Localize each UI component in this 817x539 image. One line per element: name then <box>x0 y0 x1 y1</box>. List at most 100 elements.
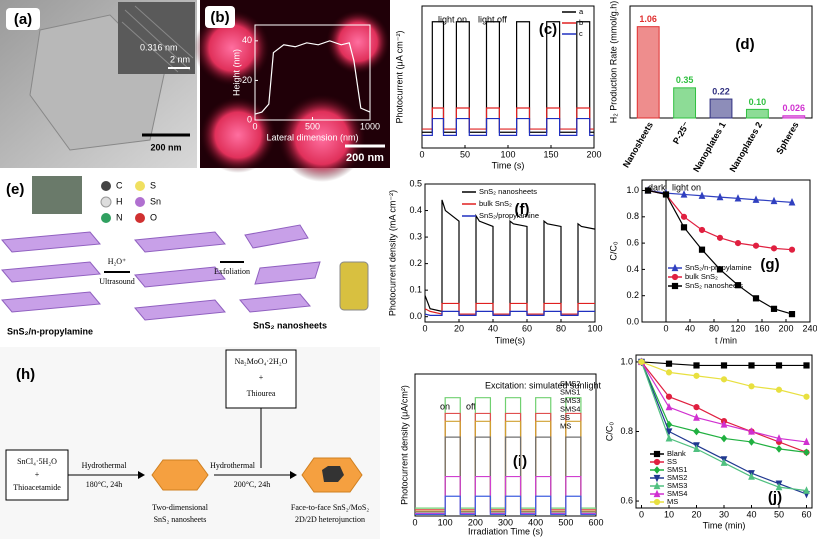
marker <box>680 213 688 220</box>
y-axis-label: Photocurrent (μA cm⁻²) <box>394 31 404 124</box>
x-axis-label: Irradiation Time (s) <box>468 526 543 536</box>
legend-marker <box>653 474 661 483</box>
x-tick-label: 200 <box>778 323 793 333</box>
layer <box>1 291 101 313</box>
marker <box>803 437 810 446</box>
plot-frame <box>421 5 595 149</box>
x-tick-label: 80 <box>709 323 719 333</box>
marker <box>693 404 700 411</box>
x-tick-label: 80 <box>556 323 566 333</box>
marker <box>775 362 783 369</box>
reagent: SnCl₄·5H₂O <box>17 457 57 466</box>
scale-text: 200 nm <box>346 152 384 164</box>
x-tick-label: 60 <box>801 509 811 519</box>
x-tick-label: 300 <box>498 517 513 527</box>
legend-marker <box>671 263 679 272</box>
y-tick-label: 0.2 <box>409 258 422 268</box>
x-tick-label: 100 <box>587 323 602 333</box>
x-tick-label: 500 <box>305 121 320 131</box>
step-label: Hydrothermal <box>210 461 256 470</box>
label-box <box>205 6 235 28</box>
legend-marker <box>653 458 661 466</box>
marker <box>716 234 724 241</box>
x-tick-label: 0 <box>639 509 644 519</box>
line-series <box>415 436 596 513</box>
panel-h: (h) SnCl₄·5H₂O + Thioacetamide Hydrother… <box>0 347 380 539</box>
line-series <box>647 189 793 315</box>
marker <box>748 383 755 390</box>
y-tick-label: 0.4 <box>409 205 422 215</box>
marker <box>748 362 755 369</box>
reagent: + <box>259 373 264 382</box>
legend-label: Blank <box>667 449 686 458</box>
x-tick-label: 40 <box>746 509 756 519</box>
marker <box>748 472 755 480</box>
x-tick-label: 500 <box>558 517 573 527</box>
x-tick-label: 400 <box>528 517 543 527</box>
atom-sn <box>135 197 145 207</box>
annotation: off <box>466 401 476 411</box>
x-tick-label: 240 <box>802 323 817 333</box>
marker <box>734 282 742 289</box>
marker <box>665 369 673 376</box>
reagent: Na₂MoO₄·2H₂O <box>235 357 288 366</box>
x-tick-label: 120 <box>730 323 745 333</box>
marker <box>693 427 700 436</box>
marker <box>720 434 728 443</box>
value-label: 0.026 <box>783 103 806 113</box>
marker <box>716 266 724 273</box>
marker <box>752 195 760 203</box>
nanosheet <box>151 459 209 491</box>
marker <box>693 444 700 452</box>
annotation: light off <box>478 14 507 24</box>
vial <box>339 261 369 311</box>
annotation: light on <box>672 182 701 192</box>
y-tick-label: 0 <box>247 114 252 124</box>
value-label: 0.22 <box>712 86 730 96</box>
line-series <box>422 107 594 130</box>
annotation: dark <box>648 182 666 192</box>
layer <box>134 299 226 321</box>
legend-label: MS <box>667 497 678 506</box>
atom-n <box>101 213 111 223</box>
intermediate: Two-dimensional <box>152 503 209 512</box>
y-tick-label: 0.4 <box>626 264 639 274</box>
legend-label: SS <box>667 457 677 466</box>
marker <box>803 486 810 494</box>
x-tick-label: Spheres <box>774 120 800 156</box>
atom-label: C <box>116 180 123 190</box>
panel-label: (f) <box>515 201 530 218</box>
line-series <box>424 199 596 315</box>
reagent: + <box>35 470 40 479</box>
reagent: Thiourea <box>247 389 276 398</box>
legend-label: a <box>579 7 584 16</box>
x-tick-label: 50 <box>460 149 470 159</box>
marker <box>748 438 755 446</box>
step-label: H₂O⁺ <box>108 257 127 266</box>
marker <box>770 305 778 312</box>
y-axis-label: H₂ Production Rate (mmol/g.h) <box>608 1 618 124</box>
marker <box>698 246 706 253</box>
intermediate: SnS₂ nanosheets <box>154 515 207 524</box>
y-tick-label: 0.0 <box>626 316 639 326</box>
x-axis-label: Lateral dimension (nm) <box>266 132 358 142</box>
layer <box>134 231 226 253</box>
legend-marker <box>653 466 661 474</box>
marker <box>720 420 728 428</box>
product: 2D/2D heterojunction <box>295 515 365 524</box>
annotation: Excitation: simulated sunlight <box>485 380 602 390</box>
atom-label: N <box>116 212 123 222</box>
bar <box>709 98 733 119</box>
marker <box>775 434 783 442</box>
atom-o <box>135 213 145 223</box>
marker <box>788 246 796 253</box>
plot-frame <box>641 179 811 323</box>
panel-label: (b) <box>210 9 229 26</box>
x-tick-label: 1000 <box>360 121 380 131</box>
x-tick-label: 0 <box>663 323 668 333</box>
bar <box>636 26 660 119</box>
marker <box>803 448 810 457</box>
marker <box>770 245 778 252</box>
legend-label: SMS3 <box>667 481 687 490</box>
y-tick-label: 0.6 <box>620 495 633 505</box>
